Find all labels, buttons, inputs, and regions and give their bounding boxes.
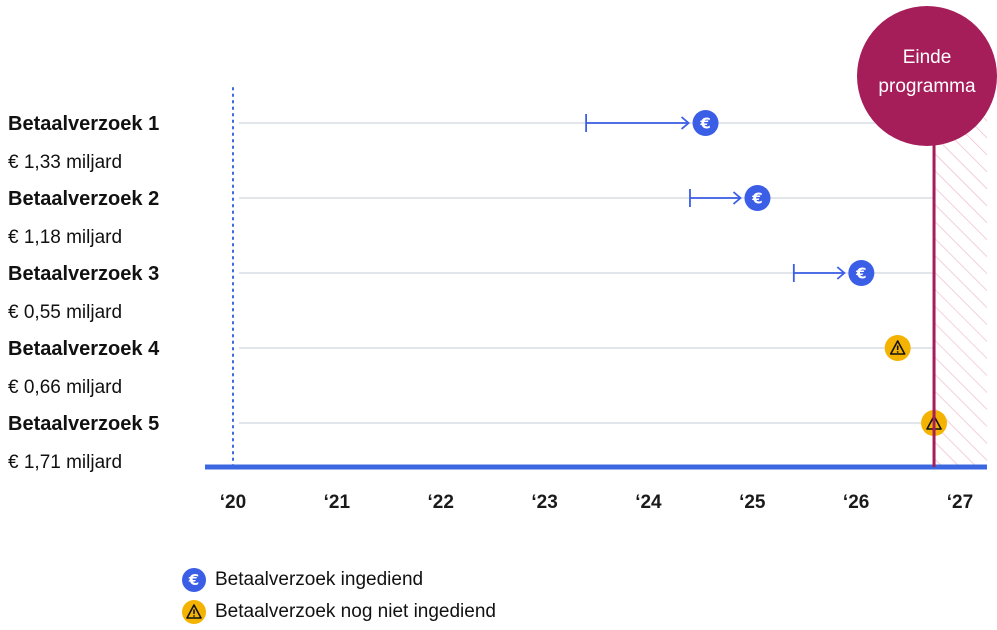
tick-label: ‘20 [220,492,246,513]
arrow-head [732,191,742,205]
row-title: Betaalverzoek 4 [8,338,160,360]
end-label-line1: Einde [903,47,952,68]
legend-label-pending: Betaalverzoek nog niet ingediend [215,601,496,622]
legend-item-submitted: € Betaalverzoek ingediend [181,564,496,596]
row-title: Betaalverzoek 5 [8,413,159,435]
legend-label-submitted: Betaalverzoek ingediend [215,569,424,590]
tick-label: ‘23 [531,492,557,513]
tick-label: ‘24 [635,492,662,513]
row-amount: € 1,33 miljard [8,152,122,173]
arrow-head [836,266,846,280]
euro-icon: € [692,110,719,136]
end-label-line2: programma [878,76,976,97]
legend: € Betaalverzoek ingediend Betaalverzoek … [181,564,496,628]
euro-icon: € [848,260,875,286]
warning-icon [182,600,206,624]
row-title: Betaalverzoek 3 [8,263,159,285]
tick-label: ‘25 [739,492,766,513]
euro-icon: € [182,568,206,592]
svg-text:€: € [188,571,199,589]
tick-label: ‘22 [428,492,454,513]
svg-text:€: € [751,190,762,208]
svg-text:€: € [699,115,710,133]
arrow-head [680,116,690,130]
row-title: Betaalverzoek 2 [8,188,159,210]
row-amount: € 0,55 miljard [8,302,122,323]
svg-text:€: € [855,265,866,283]
tick-label: ‘26 [843,492,869,513]
post-program-area [934,110,987,467]
row-amount: € 0,66 miljard [8,377,122,398]
tick-label: ‘27 [947,492,973,513]
row-title: Betaalverzoek 1 [8,113,159,135]
end-of-program-bubble [857,6,997,146]
timeline-chart: € € € ‘20 ‘21 ‘22 ‘23 ‘24 ‘25 ‘26 ‘27 Betaalverzoe… [8,6,997,513]
euro-icon: € [744,185,771,211]
tick-label: ‘21 [324,492,351,513]
warning-icon [884,335,911,361]
row-amount: € 1,18 miljard [8,227,122,248]
legend-item-pending: Betaalverzoek nog niet ingediend [181,596,496,628]
row-amount: € 1,71 miljard [8,452,122,473]
